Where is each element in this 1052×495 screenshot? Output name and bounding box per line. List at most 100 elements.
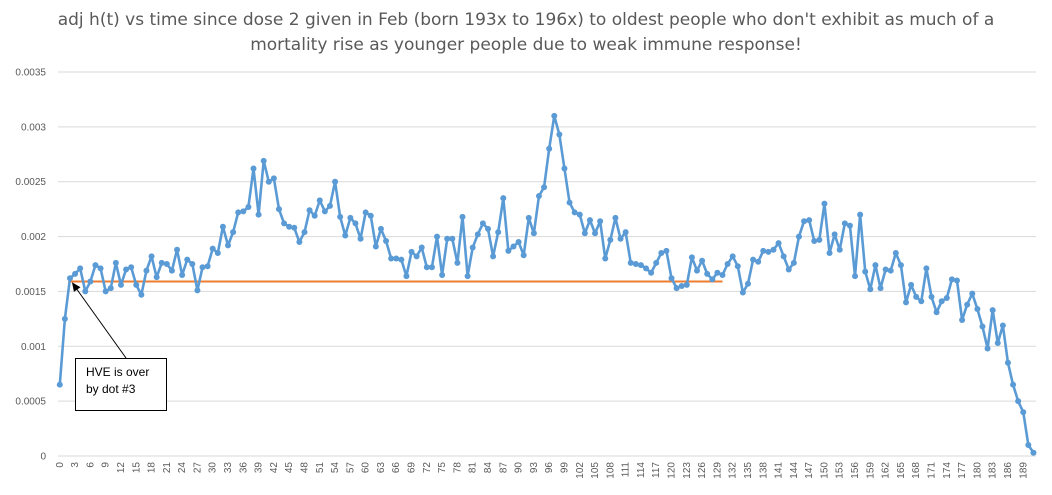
x-tick-label: 144 bbox=[789, 462, 800, 479]
data-point bbox=[219, 223, 226, 230]
annotation-arrow-shaft bbox=[73, 284, 127, 359]
data-point bbox=[994, 339, 1001, 346]
x-tick-label: 27 bbox=[192, 462, 203, 474]
data-point bbox=[281, 220, 288, 227]
data-point bbox=[928, 293, 935, 300]
data-point bbox=[291, 224, 298, 231]
x-tick-label: 3 bbox=[70, 462, 81, 468]
x-tick-label: 24 bbox=[177, 462, 188, 474]
x-tick-label: 183 bbox=[988, 462, 999, 479]
data-point bbox=[979, 323, 986, 330]
y-tick-label: 0.0025 bbox=[15, 177, 46, 188]
data-point bbox=[816, 236, 823, 243]
data-point bbox=[699, 257, 706, 264]
series-line bbox=[58, 114, 1035, 454]
x-tick-label: 147 bbox=[804, 462, 815, 479]
data-point bbox=[566, 199, 573, 206]
x-tick-label: 132 bbox=[728, 462, 739, 479]
x-tick-label: 33 bbox=[223, 462, 234, 474]
data-point bbox=[357, 235, 364, 242]
data-point bbox=[174, 246, 181, 253]
data-point bbox=[938, 298, 945, 305]
data-point bbox=[199, 264, 206, 271]
data-point bbox=[454, 259, 461, 266]
x-tick-label: 84 bbox=[483, 462, 494, 474]
x-tick-label: 63 bbox=[376, 462, 387, 474]
data-point bbox=[1004, 359, 1011, 366]
data-point bbox=[153, 274, 160, 281]
data-point bbox=[347, 214, 354, 221]
x-tick-label: 120 bbox=[667, 462, 678, 479]
y-tick-label: 0.003 bbox=[21, 122, 46, 133]
data-point bbox=[342, 232, 349, 239]
x-tick-label: 42 bbox=[269, 462, 280, 474]
data-point bbox=[128, 264, 135, 271]
data-point bbox=[515, 239, 522, 246]
x-tick-label: 102 bbox=[575, 462, 586, 479]
data-point bbox=[332, 178, 339, 185]
data-point bbox=[352, 220, 359, 227]
data-point bbox=[484, 225, 491, 232]
data-point bbox=[897, 262, 904, 269]
data-point bbox=[235, 209, 242, 216]
x-tick-label: 0 bbox=[55, 462, 66, 468]
data-point bbox=[607, 236, 614, 243]
data-point bbox=[668, 275, 675, 282]
x-tick-label: 57 bbox=[345, 462, 356, 474]
data-point bbox=[831, 231, 838, 238]
data-point bbox=[459, 213, 466, 220]
data-point bbox=[413, 253, 420, 260]
data-point bbox=[97, 265, 104, 272]
data-point bbox=[500, 195, 507, 202]
x-tick-label: 87 bbox=[498, 462, 509, 474]
data-point bbox=[133, 281, 140, 288]
x-tick-label: 6 bbox=[85, 462, 96, 468]
x-tick-label: 189 bbox=[1018, 462, 1029, 479]
data-point bbox=[846, 222, 853, 229]
data-point bbox=[265, 178, 272, 185]
data-point bbox=[525, 214, 532, 221]
data-point bbox=[586, 217, 593, 224]
data-point bbox=[908, 281, 915, 288]
data-point bbox=[423, 264, 430, 271]
data-point bbox=[418, 244, 425, 251]
gridlines bbox=[58, 71, 1036, 457]
data-point bbox=[765, 248, 772, 255]
x-tick-label: 93 bbox=[529, 462, 540, 474]
data-point bbox=[439, 271, 446, 278]
data-point bbox=[943, 295, 950, 302]
data-point bbox=[469, 244, 476, 251]
y-axis-tick-labels: 0 0.0005 0.001 0.0015 0.002 0.0025 0.003 0.0035 bbox=[15, 68, 46, 463]
data-point bbox=[449, 235, 456, 242]
annotation-arrow-head bbox=[71, 282, 81, 292]
data-point bbox=[785, 266, 792, 273]
data-point bbox=[204, 263, 211, 270]
data-point bbox=[734, 263, 741, 270]
data-point bbox=[367, 212, 374, 219]
data-point bbox=[694, 267, 701, 274]
data-point bbox=[719, 271, 726, 278]
x-tick-label: 108 bbox=[605, 462, 616, 479]
x-tick-label: 12 bbox=[116, 462, 127, 474]
x-tick-label: 135 bbox=[743, 462, 754, 479]
data-point bbox=[724, 261, 731, 267]
x-tick-label: 123 bbox=[682, 462, 693, 479]
data-point bbox=[209, 245, 216, 252]
series-group bbox=[56, 112, 1037, 456]
data-point bbox=[194, 287, 201, 294]
data-point bbox=[296, 239, 303, 246]
y-tick-label: 0.0035 bbox=[15, 68, 46, 79]
data-point bbox=[581, 230, 588, 237]
data-point bbox=[362, 209, 369, 216]
data-point bbox=[82, 288, 89, 295]
x-tick-label: 66 bbox=[391, 462, 402, 474]
data-point bbox=[744, 280, 751, 287]
data-point bbox=[138, 291, 145, 298]
data-point bbox=[245, 203, 252, 210]
data-point bbox=[388, 255, 395, 262]
data-point bbox=[780, 253, 787, 260]
data-point bbox=[612, 214, 619, 221]
data-point bbox=[556, 131, 563, 138]
data-point bbox=[683, 281, 690, 288]
data-point bbox=[505, 247, 512, 254]
